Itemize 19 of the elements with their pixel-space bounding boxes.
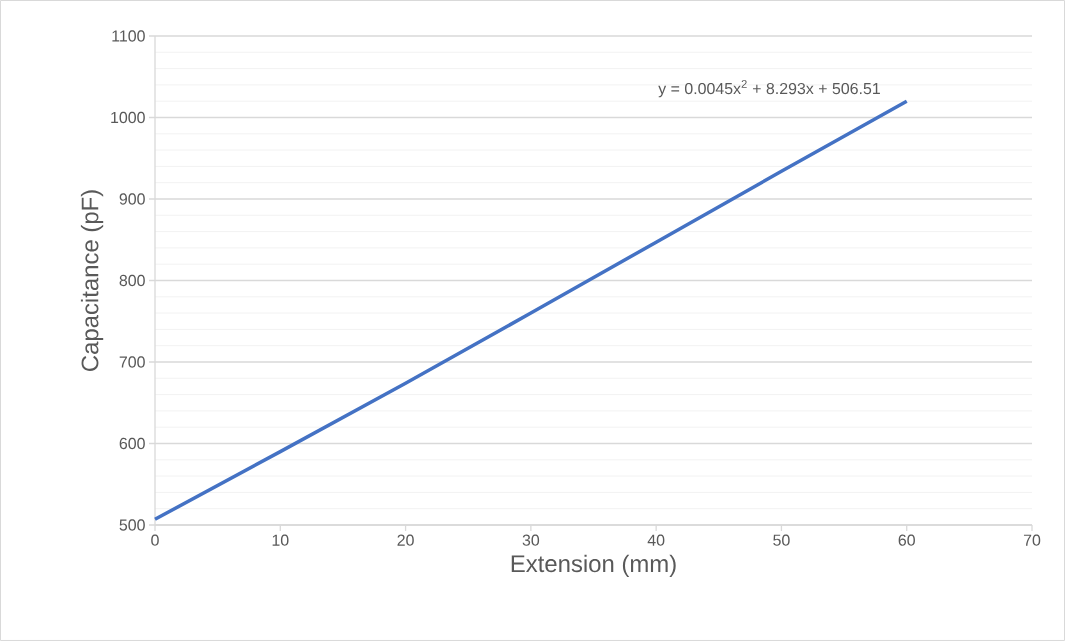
- y-tick-label: 500: [119, 519, 145, 531]
- y-tick-label: 900: [119, 193, 145, 205]
- x-tick-label: 30: [522, 534, 540, 546]
- y-tick-label: 1000: [111, 111, 145, 124]
- annotation: y = 0.0045x$^{2}$ + 8.293x + 506.51: [658, 80, 880, 98]
- line-series: [153, 99, 909, 522]
- x-tick-label: 40: [647, 534, 665, 546]
- x-tick-label: 20: [397, 534, 414, 546]
- y-tick-label: 800: [119, 274, 145, 287]
- x-tick-label: 70: [1023, 534, 1041, 546]
- x-tick-label: 0: [151, 534, 159, 546]
- x-tick-label: 10: [272, 534, 289, 546]
- x-tick-label: 60: [898, 534, 915, 546]
- y-tick-label: 600: [119, 437, 145, 450]
- x-tick-label: 50: [773, 534, 790, 546]
- y-axis-title: Capacitance (pF): [80, 190, 104, 371]
- y-tick-label: 1100: [112, 30, 145, 42]
- x-axis-title: Extension (mm): [511, 554, 676, 577]
- y-tick-label: 700: [119, 356, 145, 368]
